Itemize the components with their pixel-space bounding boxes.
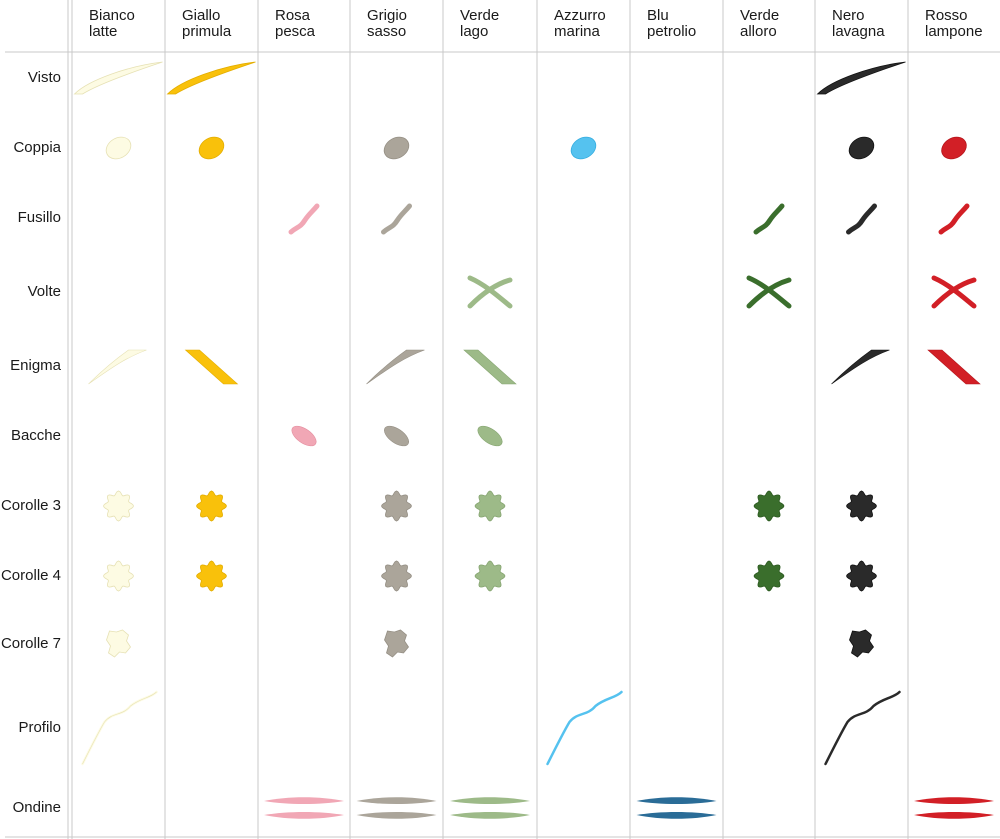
row-label: Bacche (10, 427, 61, 444)
column-header-line2: lago (460, 23, 489, 40)
column-header-line2: petrolio (647, 23, 697, 40)
bacche-icon (291, 425, 317, 447)
coppia-icon (570, 136, 597, 160)
corolla-icon (753, 560, 785, 592)
column-header-line1: Giallo (182, 7, 221, 24)
column-header: Rosso lampone (925, 8, 983, 40)
row-label: Corolle 7 (0, 635, 61, 652)
bacche-icon (384, 425, 409, 447)
corolla-icon (753, 490, 785, 522)
column-header: Giallo primula (182, 8, 231, 40)
corolla-icon (196, 490, 227, 522)
corolla-icon (474, 560, 506, 592)
coppia-icon (198, 136, 225, 160)
corolla-icon (103, 560, 134, 592)
row-label: Fusillo (17, 209, 61, 226)
column-header-line1: Rosa (275, 7, 311, 24)
visto-icon (73, 61, 163, 95)
ondine-icon (636, 797, 717, 819)
row-label: Corolle 4 (0, 567, 61, 584)
column-header-line1: Verde (740, 7, 780, 24)
row-label: Ondine (12, 799, 61, 816)
bacche-icon (477, 425, 503, 447)
visto-icon (166, 61, 256, 95)
row-label: Volte (27, 283, 61, 300)
coppia-icon (848, 136, 875, 160)
row-label: Corolle 3 (0, 497, 61, 514)
corolla-icon (474, 490, 506, 522)
enigma-icon (831, 349, 890, 385)
corolla-icon (381, 490, 412, 522)
fusillo-icon (938, 203, 970, 235)
column-header: Nero lavagna (832, 8, 885, 40)
coppia-icon (105, 136, 132, 160)
column-header: Azzurro marina (554, 8, 606, 40)
corolla-icon (196, 560, 227, 592)
row-label: Visto (27, 69, 61, 86)
column-header-line1: Bianco (89, 7, 135, 24)
fusillo-icon (846, 203, 877, 235)
column-header-line1: Rosso (925, 7, 968, 24)
column-header: Verde lago (460, 8, 499, 40)
column-header-line1: Blu (647, 7, 669, 24)
enigma-icon (184, 349, 239, 385)
corolla-irregular-icon (849, 629, 874, 658)
fusillo-icon (381, 203, 412, 235)
column-header-line2: lavagna (832, 23, 885, 40)
enigma-icon (366, 349, 425, 385)
corolla-irregular-icon (384, 629, 409, 658)
corolla-icon (846, 560, 877, 592)
fusillo-icon (753, 203, 785, 235)
column-header-line2: latte (89, 23, 118, 40)
profilo-icon (546, 690, 623, 766)
column-header-line1: Verde (460, 7, 500, 24)
ondine-icon (450, 797, 530, 819)
column-header: Blu petrolio (647, 8, 696, 40)
enigma-icon (463, 349, 517, 385)
row-label: Enigma (10, 357, 61, 374)
row-label: Profilo (18, 719, 61, 736)
column-header: Bianco latte (89, 8, 135, 40)
corolla-icon (103, 490, 134, 522)
profilo-icon (81, 690, 158, 766)
volte-icon (467, 275, 513, 309)
corolla-icon (381, 560, 412, 592)
column-header-line2: primula (182, 23, 232, 40)
ondine-icon (914, 797, 994, 819)
volte-icon (931, 275, 977, 309)
visto-icon (816, 61, 906, 95)
column-header: Verde alloro (740, 8, 779, 40)
fusillo-icon (288, 203, 320, 235)
column-header: Rosa pesca (275, 8, 315, 40)
volte-icon (746, 275, 792, 309)
column-header-line2: marina (554, 23, 600, 40)
row-label: Coppia (13, 139, 61, 156)
corolla-icon (846, 490, 877, 522)
column-header-line2: pesca (275, 23, 316, 40)
column-header-line1: Grigio (367, 7, 408, 24)
column-header-line1: Azzurro (554, 7, 606, 24)
column-header-line2: sasso (367, 23, 407, 40)
enigma-icon (88, 349, 147, 385)
ondine-icon (356, 797, 437, 819)
enigma-icon (927, 349, 981, 385)
coppia-icon (941, 136, 967, 160)
ondine-icon (264, 797, 344, 819)
column-header-line2: lampone (925, 23, 983, 40)
column-header-line1: Nero (832, 7, 865, 24)
column-header-line2: alloro (740, 23, 777, 40)
profilo-icon (824, 690, 901, 766)
coppia-icon (383, 136, 410, 160)
corolla-irregular-icon (106, 629, 131, 658)
column-header: Grigio sasso (367, 8, 407, 40)
